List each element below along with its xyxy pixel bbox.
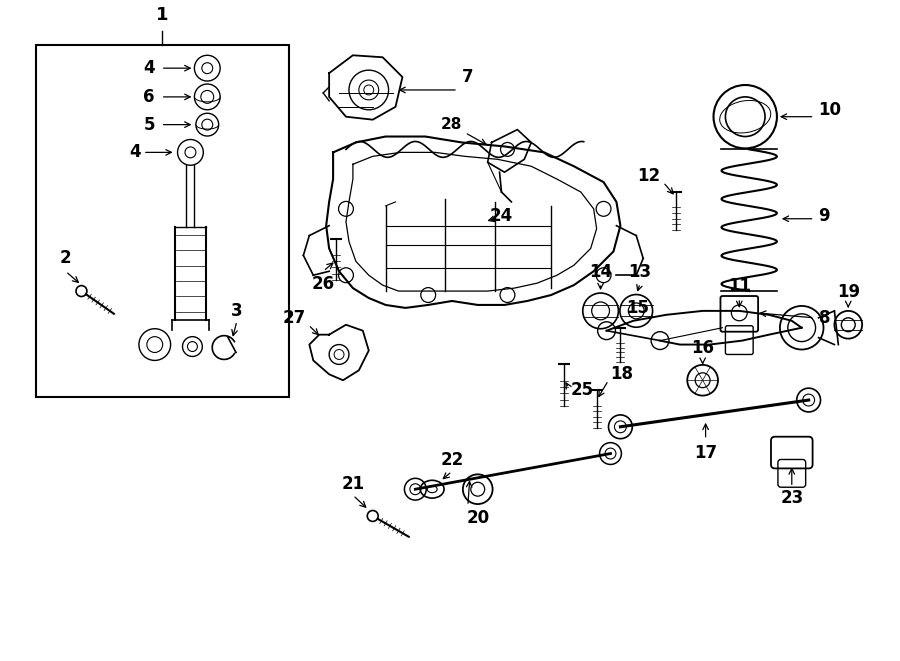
Text: 12: 12 <box>637 167 660 185</box>
Text: 9: 9 <box>818 207 830 225</box>
Text: 15: 15 <box>626 299 649 317</box>
Text: 4: 4 <box>130 143 141 161</box>
Text: 3: 3 <box>231 302 243 320</box>
Text: 8: 8 <box>818 309 830 327</box>
Text: 10: 10 <box>818 100 842 119</box>
Text: 6: 6 <box>143 88 155 106</box>
Text: 28: 28 <box>440 117 462 132</box>
Bar <box>36 46 289 397</box>
Text: 11: 11 <box>728 277 751 295</box>
Text: 1: 1 <box>156 5 168 24</box>
Text: 20: 20 <box>466 509 490 527</box>
Text: 23: 23 <box>780 489 804 507</box>
Text: 19: 19 <box>837 283 859 301</box>
Text: 21: 21 <box>341 475 365 493</box>
Text: 25: 25 <box>571 381 594 399</box>
Text: 24: 24 <box>490 207 513 225</box>
Text: 17: 17 <box>694 444 717 461</box>
Text: 4: 4 <box>143 59 155 77</box>
Text: 2: 2 <box>59 249 71 268</box>
Text: 13: 13 <box>629 263 652 281</box>
Text: 16: 16 <box>691 340 714 358</box>
Text: 7: 7 <box>462 68 473 86</box>
Text: 14: 14 <box>589 263 612 281</box>
Text: 27: 27 <box>284 309 306 327</box>
Text: 5: 5 <box>143 116 155 134</box>
Text: 18: 18 <box>610 366 634 383</box>
Text: 26: 26 <box>311 275 335 293</box>
Text: 22: 22 <box>440 451 464 469</box>
